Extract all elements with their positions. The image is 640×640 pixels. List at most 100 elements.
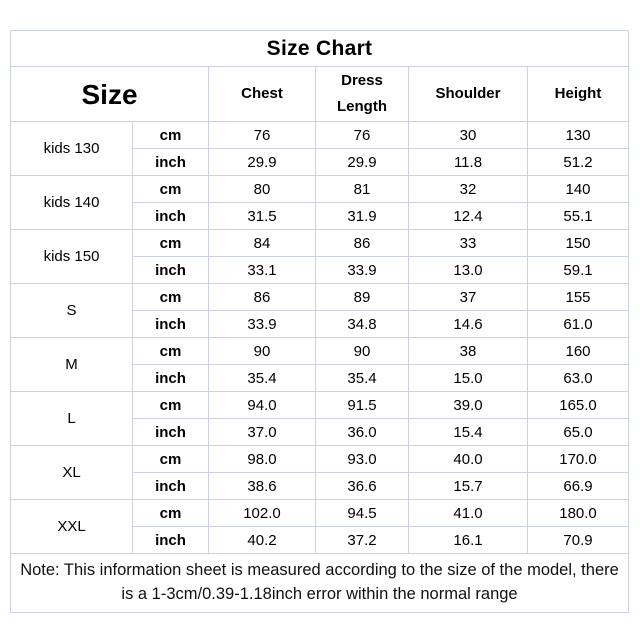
measurement-value: 165.0 [526, 391, 630, 419]
measurement-value: 37.2 [315, 526, 409, 554]
measurement-value: 90 [208, 337, 316, 365]
measurement-value: 76 [208, 121, 316, 149]
unit-label: inch [132, 526, 209, 554]
unit-label: cm [132, 499, 209, 527]
measurement-value: 36.0 [315, 418, 409, 446]
measurement-value: 40.2 [208, 526, 316, 554]
table-row: inch 33.9 34.8 14.6 61.0 [11, 310, 630, 338]
measurement-value: 51.2 [526, 148, 630, 176]
measurement-value: 35.4 [315, 364, 409, 392]
column-header-chest: Chest [208, 66, 316, 122]
measurement-value: 63.0 [526, 364, 630, 392]
column-header-shoulder: Shoulder [408, 66, 528, 122]
size-chart-panel: Size Chart Size Chest Dress Length Shoul… [9, 30, 630, 613]
size-chart-table: Size Chart Size Chest Dress Length Shoul… [9, 30, 630, 613]
table-row: inch 38.6 36.6 15.7 66.9 [11, 472, 630, 500]
size-label: L [10, 391, 133, 446]
measurement-value: 33.1 [208, 256, 316, 284]
measurement-value: 170.0 [526, 445, 630, 473]
size-label: S [10, 283, 133, 338]
title-row: Size Chart [9, 30, 630, 67]
measurement-value: 150 [526, 229, 630, 257]
size-label: kids 140 [10, 175, 133, 230]
measurement-value: 33.9 [208, 310, 316, 338]
unit-label: inch [132, 256, 209, 284]
table-row: M cm 90 90 38 160 [10, 337, 630, 392]
measurement-value: 140 [526, 175, 630, 203]
measurement-value: 12.4 [408, 202, 528, 230]
measurement-value: 11.8 [408, 148, 528, 176]
unit-label: cm [132, 337, 209, 365]
measurement-value: 81 [315, 175, 409, 203]
measurement-value: 31.5 [208, 202, 316, 230]
measurement-value: 33.9 [315, 256, 409, 284]
measurement-value: 35.4 [208, 364, 316, 392]
table-row: inch 37.0 36.0 15.4 65.0 [11, 418, 630, 446]
table-row: XXL cm 102.0 94.5 41.0 180.0 [10, 499, 630, 554]
measurement-value: 130 [526, 121, 630, 149]
measurement-value: 15.7 [408, 472, 528, 500]
measurement-value: 16.1 [408, 526, 528, 554]
measurement-value: 32 [408, 175, 528, 203]
table-row: S cm 86 89 37 155 [10, 283, 630, 338]
measurement-value: 89 [315, 283, 409, 311]
size-label: M [10, 337, 133, 392]
unit-label: cm [132, 391, 209, 419]
measurement-value: 37 [408, 283, 528, 311]
table-row: inch 29.9 29.9 11.8 51.2 [11, 148, 630, 176]
table-row: kids 140 cm 80 81 32 140 [10, 175, 630, 230]
table-row: inch 40.2 37.2 16.1 70.9 [11, 526, 630, 554]
measurement-value: 102.0 [208, 499, 316, 527]
measurement-value: 15.4 [408, 418, 528, 446]
size-label: XXL [10, 499, 133, 554]
measurement-value: 38 [408, 337, 528, 365]
measurement-value: 31.9 [315, 202, 409, 230]
measurement-value: 40.0 [408, 445, 528, 473]
column-header-height: Height [526, 66, 630, 122]
measurement-value: 41.0 [408, 499, 528, 527]
measurement-value: 55.1 [526, 202, 630, 230]
header-row: Size Chest Dress Length Shoulder Height [10, 66, 630, 122]
measurement-value: 59.1 [526, 256, 630, 284]
measurement-value: 39.0 [408, 391, 528, 419]
unit-label: inch [132, 310, 209, 338]
measurement-value: 93.0 [315, 445, 409, 473]
measurement-value: 94.5 [315, 499, 409, 527]
unit-label: inch [132, 364, 209, 392]
unit-label: cm [132, 445, 209, 473]
measurement-value: 80 [208, 175, 316, 203]
table-row: XL cm 98.0 93.0 40.0 170.0 [10, 445, 630, 500]
measurement-value: 66.9 [526, 472, 630, 500]
size-label: kids 150 [10, 229, 133, 284]
measurement-value: 29.9 [315, 148, 409, 176]
unit-label: inch [132, 148, 209, 176]
table-row: kids 130 cm 76 76 30 130 [10, 121, 630, 176]
column-header-dress-length: Dress Length [315, 66, 409, 122]
measurement-value: 76 [315, 121, 409, 149]
unit-label: cm [132, 283, 209, 311]
measurement-value: 38.6 [208, 472, 316, 500]
unit-label: cm [132, 229, 209, 257]
unit-label: inch [132, 472, 209, 500]
unit-label: cm [132, 121, 209, 149]
table-row: inch 33.1 33.9 13.0 59.1 [11, 256, 630, 284]
table-row: kids 150 cm 84 86 33 150 [10, 229, 630, 284]
measurement-value: 84 [208, 229, 316, 257]
size-label: XL [10, 445, 133, 500]
column-header-size: Size [10, 66, 209, 122]
measurement-value: 91.5 [315, 391, 409, 419]
measurement-value: 61.0 [526, 310, 630, 338]
measurement-value: 86 [315, 229, 409, 257]
unit-label: cm [132, 175, 209, 203]
size-label: kids 130 [10, 121, 133, 176]
measurement-value: 37.0 [208, 418, 316, 446]
unit-label: inch [132, 418, 209, 446]
measurement-value: 34.8 [315, 310, 409, 338]
measurement-value: 70.9 [526, 526, 630, 554]
measurement-value: 94.0 [208, 391, 316, 419]
measurement-value: 98.0 [208, 445, 316, 473]
table-row: inch 35.4 35.4 15.0 63.0 [11, 364, 630, 392]
table-row: inch 31.5 31.9 12.4 55.1 [11, 202, 630, 230]
measurement-value: 86 [208, 283, 316, 311]
measurement-value: 90 [315, 337, 409, 365]
